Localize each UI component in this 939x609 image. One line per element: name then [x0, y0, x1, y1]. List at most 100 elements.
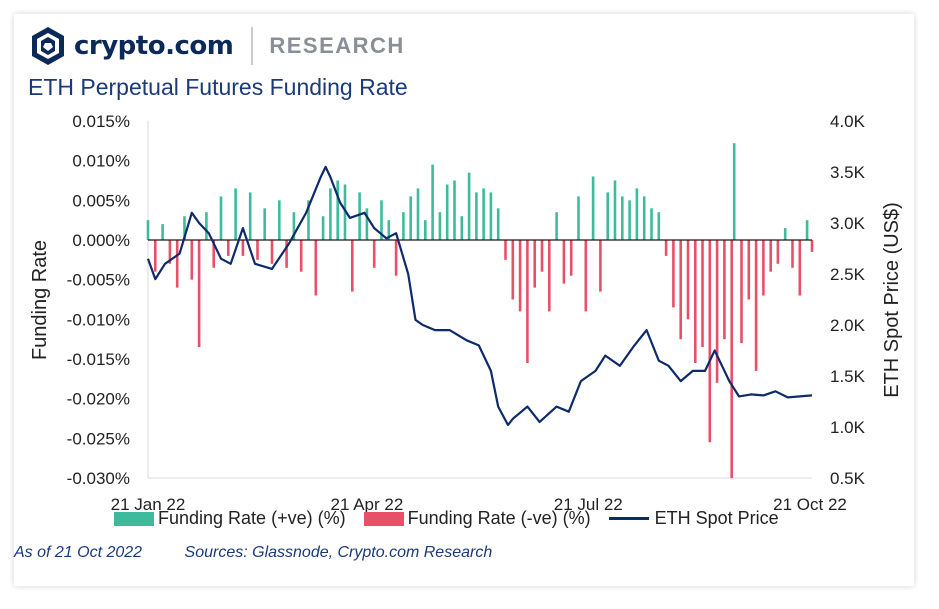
funding-bar-positive — [482, 188, 485, 240]
section-label: RESEARCH — [269, 33, 405, 58]
funding-bar-positive — [365, 208, 369, 240]
funding-bar-positive — [496, 208, 500, 240]
y-right-tick-label: 2.0K — [830, 316, 866, 335]
legend-item-positive: Funding Rate (+ve) (%) — [114, 508, 346, 529]
sources-note: Sources: Glassnode, Crypto.com Research — [184, 544, 493, 561]
funding-bar-positive — [424, 220, 427, 240]
y-left-tick-label: -0.015% — [67, 350, 130, 369]
funding-bar-positive — [650, 208, 653, 240]
funding-bar-positive — [628, 200, 631, 240]
funding-bar-negative — [314, 240, 318, 296]
funding-bar-negative — [504, 240, 507, 260]
funding-bar-positive — [555, 212, 558, 240]
footer: As of 21 Oct 2022 Sources: Glassnode, Cr… — [14, 544, 530, 562]
report-card: crypto.com RESEARCH ETH Perpetual Future… — [14, 14, 914, 586]
funding-bar-negative — [285, 240, 288, 268]
funding-bar-positive — [146, 220, 150, 240]
y-left-tick-label: 0.000% — [72, 231, 130, 250]
funding-bar-positive — [467, 172, 471, 240]
funding-bar-negative — [175, 240, 179, 288]
funding-bar-positive — [219, 196, 223, 240]
chart-legend: Funding Rate (+ve) (%) Funding Rate (-ve… — [114, 508, 797, 529]
funding-bar-negative — [715, 240, 719, 383]
funding-bar-positive — [234, 188, 237, 240]
y-left-tick-label: 0.005% — [72, 191, 130, 210]
funding-bar-positive — [783, 228, 787, 240]
funding-bar-negative — [154, 240, 157, 272]
funding-bar-negative — [299, 240, 303, 272]
brand-logo: crypto.com RESEARCH — [30, 26, 405, 66]
funding-bar-negative — [372, 240, 376, 268]
funding-bar-negative — [197, 240, 201, 348]
chart-title: ETH Perpetual Futures Funding Rate — [28, 74, 408, 100]
funding-bar-negative — [776, 240, 780, 264]
funding-bar-negative — [511, 240, 515, 300]
funding-bar-positive — [475, 192, 478, 240]
funding-bar-positive — [489, 192, 493, 240]
brand-name: crypto.com — [74, 31, 234, 61]
funding-bar-positive — [635, 188, 639, 240]
funding-bar-negative — [730, 240, 733, 478]
funding-bar-positive — [387, 220, 391, 240]
legend-item-negative: Funding Rate (-ve) (%) — [363, 508, 591, 529]
y-left-tick-label: 0.015% — [72, 112, 130, 131]
funding-bar-negative — [599, 240, 602, 292]
funding-bar-negative — [708, 240, 712, 443]
funding-bar-negative — [664, 240, 668, 256]
legend-label-negative: Funding Rate (-ve) (%) — [407, 508, 591, 528]
y-right-tick-label: 1.5K — [830, 367, 866, 386]
funding-bar-positive — [453, 180, 456, 240]
funding-bar-positive — [431, 164, 434, 240]
logo-divider — [251, 27, 254, 65]
funding-bar-negative — [701, 240, 704, 348]
funding-bar-negative — [569, 240, 573, 276]
funding-bar-positive — [606, 192, 609, 240]
x-tick-label: 21 Jul 22 — [554, 495, 623, 514]
legend-label-price: ETH Spot Price — [654, 508, 779, 528]
funding-bar-negative — [740, 240, 743, 344]
funding-bar-negative — [190, 240, 194, 280]
funding-bar-positive — [278, 200, 281, 240]
y-left-tick-label: 0.010% — [72, 152, 130, 171]
funding-bar-negative — [686, 240, 690, 320]
funding-bar-negative — [394, 240, 398, 276]
funding-bar-negative — [256, 240, 259, 260]
funding-bar-positive — [460, 216, 464, 240]
funding-bar-positive — [321, 216, 325, 240]
funding-bar-negative — [518, 240, 522, 312]
funding-bar-negative — [526, 240, 529, 363]
funding-bar-negative — [723, 240, 726, 340]
funding-bar-positive — [438, 212, 442, 240]
funding-bar-negative — [791, 240, 794, 268]
y-right-tick-label: 3.5K — [830, 163, 866, 182]
crypto-com-logo-icon — [32, 27, 64, 65]
funding-bar-positive — [642, 196, 646, 240]
funding-bar-negative — [769, 240, 772, 272]
funding-bar-positive — [336, 180, 339, 240]
funding-bar-negative — [672, 240, 675, 308]
funding-bar-positive — [732, 143, 736, 240]
funding-bar-positive — [409, 196, 412, 240]
legend-swatch-price — [608, 517, 649, 520]
legend-item-price: ETH Spot Price — [608, 508, 779, 529]
funding-bar-positive — [613, 180, 617, 240]
funding-bar-negative — [227, 240, 230, 256]
funding-bar-negative — [798, 240, 802, 296]
funding-bar-negative — [679, 240, 682, 340]
funding-bar-positive — [248, 192, 252, 240]
as-of-date: As of 21 Oct 2022 — [14, 544, 143, 561]
funding-bar-negative — [548, 240, 551, 312]
funding-bar-negative — [533, 240, 536, 288]
funding-bar-positive — [161, 224, 164, 240]
y-right-tick-label: 3.0K — [830, 214, 866, 233]
funding-bar-negative — [747, 240, 751, 300]
funding-bar-negative — [562, 240, 566, 284]
y-left-tick-label: -0.005% — [67, 271, 130, 290]
funding-bar-positive — [445, 184, 449, 240]
y-right-tick-label: 4.0K — [830, 112, 866, 131]
y-left-tick-label: -0.025% — [67, 429, 130, 448]
funding-bar-positive — [402, 212, 405, 240]
funding-bar-positive — [591, 176, 595, 240]
y-right-tick-label: 0.5K — [830, 469, 866, 488]
eth-price-line — [146, 165, 813, 427]
